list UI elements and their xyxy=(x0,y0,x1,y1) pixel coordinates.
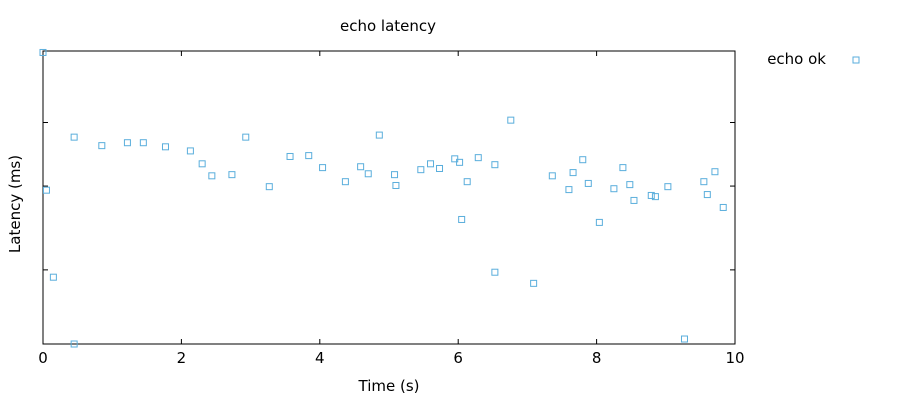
data-point xyxy=(305,152,313,160)
data-point xyxy=(161,143,169,151)
data-point xyxy=(700,178,708,186)
data-point xyxy=(391,171,399,179)
data-point xyxy=(392,181,400,189)
data-point xyxy=(647,191,655,199)
data-point xyxy=(584,179,592,187)
data-point xyxy=(664,183,672,191)
data-point xyxy=(719,203,727,211)
data-point xyxy=(123,139,131,147)
chart-title: echo latency xyxy=(340,17,436,35)
data-point xyxy=(286,152,294,160)
data-point xyxy=(39,48,47,56)
data-point xyxy=(208,172,216,180)
data-point xyxy=(474,154,482,162)
data-point xyxy=(364,170,372,178)
data-point xyxy=(436,164,444,172)
x-tick-label-6: 6 xyxy=(453,349,463,367)
data-point xyxy=(569,169,577,177)
data-point xyxy=(341,178,349,186)
x-tick-label-4: 4 xyxy=(315,349,325,367)
data-point xyxy=(610,185,618,193)
x-tick-label-2: 2 xyxy=(177,349,187,367)
data-point xyxy=(711,168,719,176)
data-point xyxy=(70,133,78,141)
data-point xyxy=(458,215,466,223)
plot-frame xyxy=(42,50,736,345)
data-point xyxy=(42,186,50,194)
legend-marker-echo-ok xyxy=(852,56,860,64)
data-point xyxy=(417,166,425,174)
y-axis-label: Latency (ms) xyxy=(6,155,24,253)
data-point xyxy=(49,273,57,281)
data-point xyxy=(565,186,573,194)
data-point xyxy=(456,158,464,166)
data-point xyxy=(491,268,499,276)
x-tick-label-10: 10 xyxy=(725,349,744,367)
data-point xyxy=(98,142,106,150)
x-axis-tick-labels: 0 2 4 6 8 10 xyxy=(38,349,744,367)
data-point xyxy=(70,340,78,348)
data-point xyxy=(491,161,499,169)
data-point xyxy=(228,171,236,179)
data-point xyxy=(579,156,587,164)
legend: echo ok xyxy=(767,50,860,68)
data-point xyxy=(703,191,711,199)
data-point xyxy=(548,172,556,180)
data-point xyxy=(451,155,459,163)
data-point xyxy=(630,196,638,204)
data-point xyxy=(242,133,250,141)
data-point xyxy=(319,164,327,172)
data-point xyxy=(680,335,688,343)
data-point xyxy=(198,160,206,168)
x-axis-label: Time (s) xyxy=(358,377,420,395)
data-point xyxy=(507,116,515,124)
plot-area-border xyxy=(42,50,736,345)
x-tick-label-0: 0 xyxy=(38,349,48,367)
data-point xyxy=(651,193,659,201)
data-point xyxy=(427,160,435,168)
data-points xyxy=(39,48,727,348)
data-point xyxy=(357,163,365,171)
data-point xyxy=(139,139,147,147)
data-point xyxy=(265,183,273,191)
data-point xyxy=(186,147,194,155)
data-point xyxy=(530,279,538,287)
legend-label-echo-ok: echo ok xyxy=(767,50,826,68)
data-point xyxy=(595,218,603,226)
data-point xyxy=(463,178,471,186)
x-axis-ticks xyxy=(42,51,736,344)
data-point xyxy=(619,164,627,172)
x-tick-label-8: 8 xyxy=(592,349,602,367)
data-point xyxy=(375,131,383,139)
data-point xyxy=(626,181,634,189)
